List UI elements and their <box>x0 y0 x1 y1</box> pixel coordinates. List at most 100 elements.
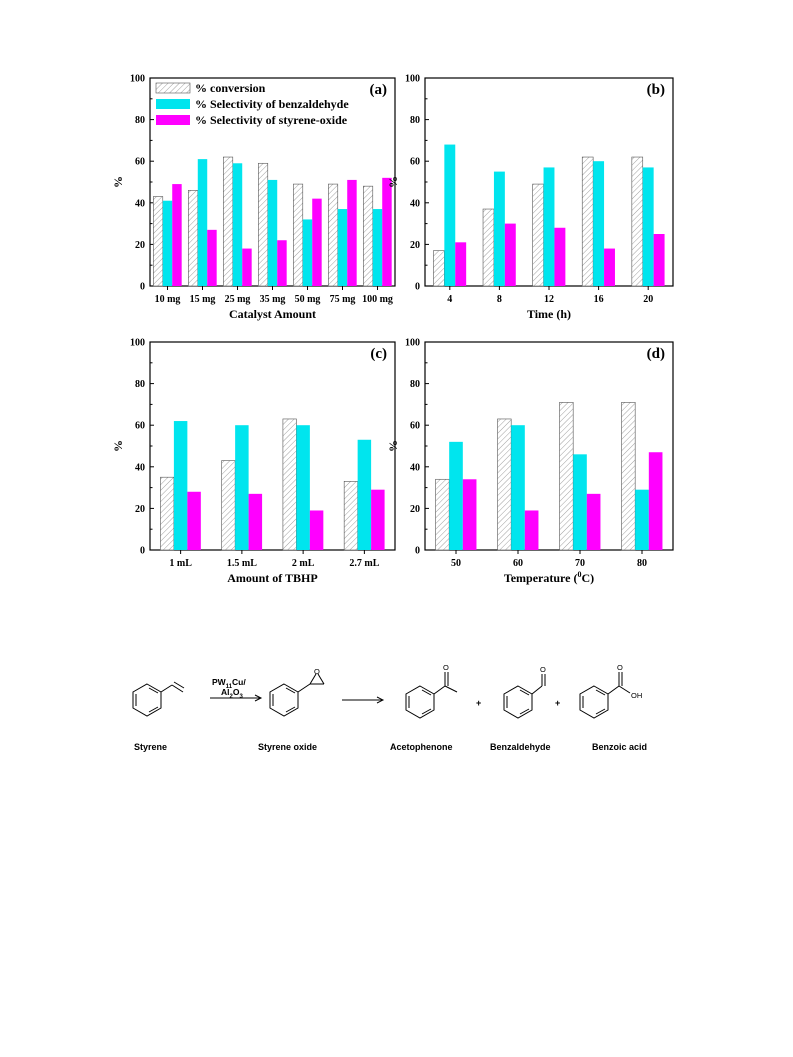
bar-b-conv-4 <box>631 156 644 287</box>
y-tick-label-a-0: 0 <box>140 282 145 293</box>
reaction-arrow-2 <box>342 696 385 704</box>
styrene-oxide-structure <box>269 673 325 717</box>
bar-a-benz-4 <box>302 219 313 286</box>
bar-c-sty-0 <box>187 491 201 550</box>
bar-c-benz-2 <box>296 425 310 550</box>
benzaldehyde-oxygen-label: O <box>540 665 546 674</box>
bar-d-conv-2 <box>559 402 574 551</box>
bar-a-benz-5 <box>337 209 348 286</box>
bar-c-benz-0 <box>173 421 188 550</box>
x-tick-label-d-0: 50 <box>451 558 461 569</box>
bar-a-conv-3 <box>258 162 269 287</box>
y-tick-label-d-100: 100 <box>405 338 420 349</box>
plus-sign-1: + <box>476 698 481 708</box>
x-tick-label-b-2: 12 <box>544 294 554 305</box>
x-tick-label-a-2: 25 mg <box>225 294 251 305</box>
bar-d-sty-3 <box>648 452 663 550</box>
y-tick-label-c-60: 60 <box>135 421 145 432</box>
bar-a-benz-1 <box>197 159 208 286</box>
x-axis-title-d: Temperature (0C) <box>504 570 594 585</box>
bar-d-sty-0 <box>462 479 477 550</box>
x-tick-label-d-2: 70 <box>575 558 585 569</box>
bar-a-conv-2 <box>223 156 234 287</box>
x-tick-label-b-4: 20 <box>643 294 653 305</box>
y-tick-label-a-80: 80 <box>135 115 145 126</box>
y-tick-label-b-80: 80 <box>410 115 420 126</box>
y-tick-label-c-80: 80 <box>135 379 145 390</box>
bar-d-conv-3 <box>621 402 636 551</box>
x-tick-label-d-3: 80 <box>637 558 647 569</box>
bar-b-benz-2 <box>543 167 555 286</box>
x-tick-label-b-0: 4 <box>447 294 452 305</box>
x-tick-label-a-5: 75 mg <box>330 294 356 305</box>
y-axis-title-a: % <box>111 176 125 188</box>
y-tick-label-c-100: 100 <box>130 338 145 349</box>
reaction-scheme-svg: O O O O OH + + PW11Cu/ Al2O3 Styrene Sty… <box>132 663 647 752</box>
x-tick-label-a-1: 15 mg <box>190 294 216 305</box>
bar-d-conv-0 <box>435 478 450 551</box>
y-tick-label-b-100: 100 <box>405 74 420 85</box>
chart-panel-d: 0 20 40 60 80 100% 50 60 70 80 Temperature (0C) (d) <box>380 330 680 592</box>
x-tick-label-c-0: 1 mL <box>169 558 192 569</box>
legend-label-sty: % Selectivity of styrene-oxide <box>195 113 348 127</box>
chart-panel-c: 0 20 40 60 80 100% 1 mL 1.5 mL 2 mL 2.7 mL Amount … <box>100 330 400 592</box>
bar-d-conv-1 <box>497 418 512 551</box>
y-tick-label-a-20: 20 <box>135 240 145 251</box>
y-tick-label-d-0: 0 <box>415 546 420 557</box>
label-acetophenone: Acetophenone <box>390 742 453 752</box>
bar-a-benz-6 <box>372 209 383 286</box>
bar-c-sty-3 <box>371 489 385 550</box>
bar-c-benz-3 <box>357 439 372 550</box>
y-tick-label-c-40: 40 <box>135 462 145 473</box>
bar-a-sty-2 <box>242 248 252 286</box>
y-tick-label-d-80: 80 <box>410 379 420 390</box>
benzoic-acid-oxygen-label: O <box>617 663 623 672</box>
bar-b-sty-0 <box>455 242 467 286</box>
bar-b-sty-3 <box>604 248 615 286</box>
legend-swatch-benz <box>156 99 190 109</box>
bar-d-benz-3 <box>635 489 649 550</box>
bar-a-sty-1 <box>207 229 217 286</box>
x-tick-label-a-6: 100 mg <box>362 294 393 305</box>
y-tick-label-a-40: 40 <box>135 198 145 209</box>
bar-c-conv-0 <box>160 476 175 551</box>
bar-a-conv-5 <box>328 183 339 287</box>
y-tick-label-a-60: 60 <box>135 157 145 168</box>
x-axis-title-a: Catalyst Amount <box>229 307 316 321</box>
bar-b-benz-0 <box>444 144 456 286</box>
y-tick-label-b-20: 20 <box>410 240 420 251</box>
x-tick-label-c-1: 1.5 mL <box>227 558 257 569</box>
chart-c-svg: 0 20 40 60 80 100% 1 mL 1.5 mL 2 mL 2.7 mL Amount … <box>111 338 396 585</box>
bar-b-benz-1 <box>493 171 505 286</box>
x-tick-label-b-3: 16 <box>594 294 604 305</box>
bar-a-sty-4 <box>312 198 322 286</box>
bar-a-sty-0 <box>172 184 182 286</box>
acetophenone-structure <box>405 672 458 719</box>
y-tick-label-d-20: 20 <box>410 504 420 515</box>
panel-letter-a: (a) <box>370 82 388 98</box>
chart-b-svg: 0 20 40 60 80 100% 4 8 12 16 20 Time (h) (b) <box>386 74 674 321</box>
y-axis-title-c: % <box>111 440 125 452</box>
reaction-scheme: O O O O OH + + PW11Cu/ Al2O3 Styrene Sty… <box>120 648 680 758</box>
catalyst-line-2: Al2O3 <box>221 687 243 700</box>
bar-c-sty-2 <box>309 510 324 550</box>
styrene-structure <box>132 681 185 717</box>
bar-a-sty-5 <box>347 179 357 286</box>
chart-panel-a: 0 20 40 60 80 100% 10 mg 15 mg 25 mg 35 mg 50 mg 75… <box>100 66 400 322</box>
bar-c-sty-1 <box>248 493 263 550</box>
acetophenone-oxygen-label: O <box>443 663 449 672</box>
bar-a-benz-0 <box>162 200 173 286</box>
label-benzoic-acid: Benzoic acid <box>592 742 647 752</box>
bar-b-benz-4 <box>642 167 654 286</box>
panel-letter-b: (b) <box>647 82 665 98</box>
x-tick-label-d-1: 60 <box>513 558 523 569</box>
legend-label-benz: % Selectivity of benzaldehyde <box>195 97 349 111</box>
bar-b-conv-3 <box>581 156 594 287</box>
x-axis-title-c: Amount of TBHP <box>227 571 317 585</box>
x-tick-label-a-3: 35 mg <box>260 294 286 305</box>
bar-b-conv-0 <box>433 250 445 287</box>
benzoic-acid-structure <box>579 672 631 719</box>
legend-swatch-sty <box>156 115 190 125</box>
panel-letter-d: (d) <box>647 346 665 362</box>
bar-c-conv-1 <box>221 460 236 551</box>
